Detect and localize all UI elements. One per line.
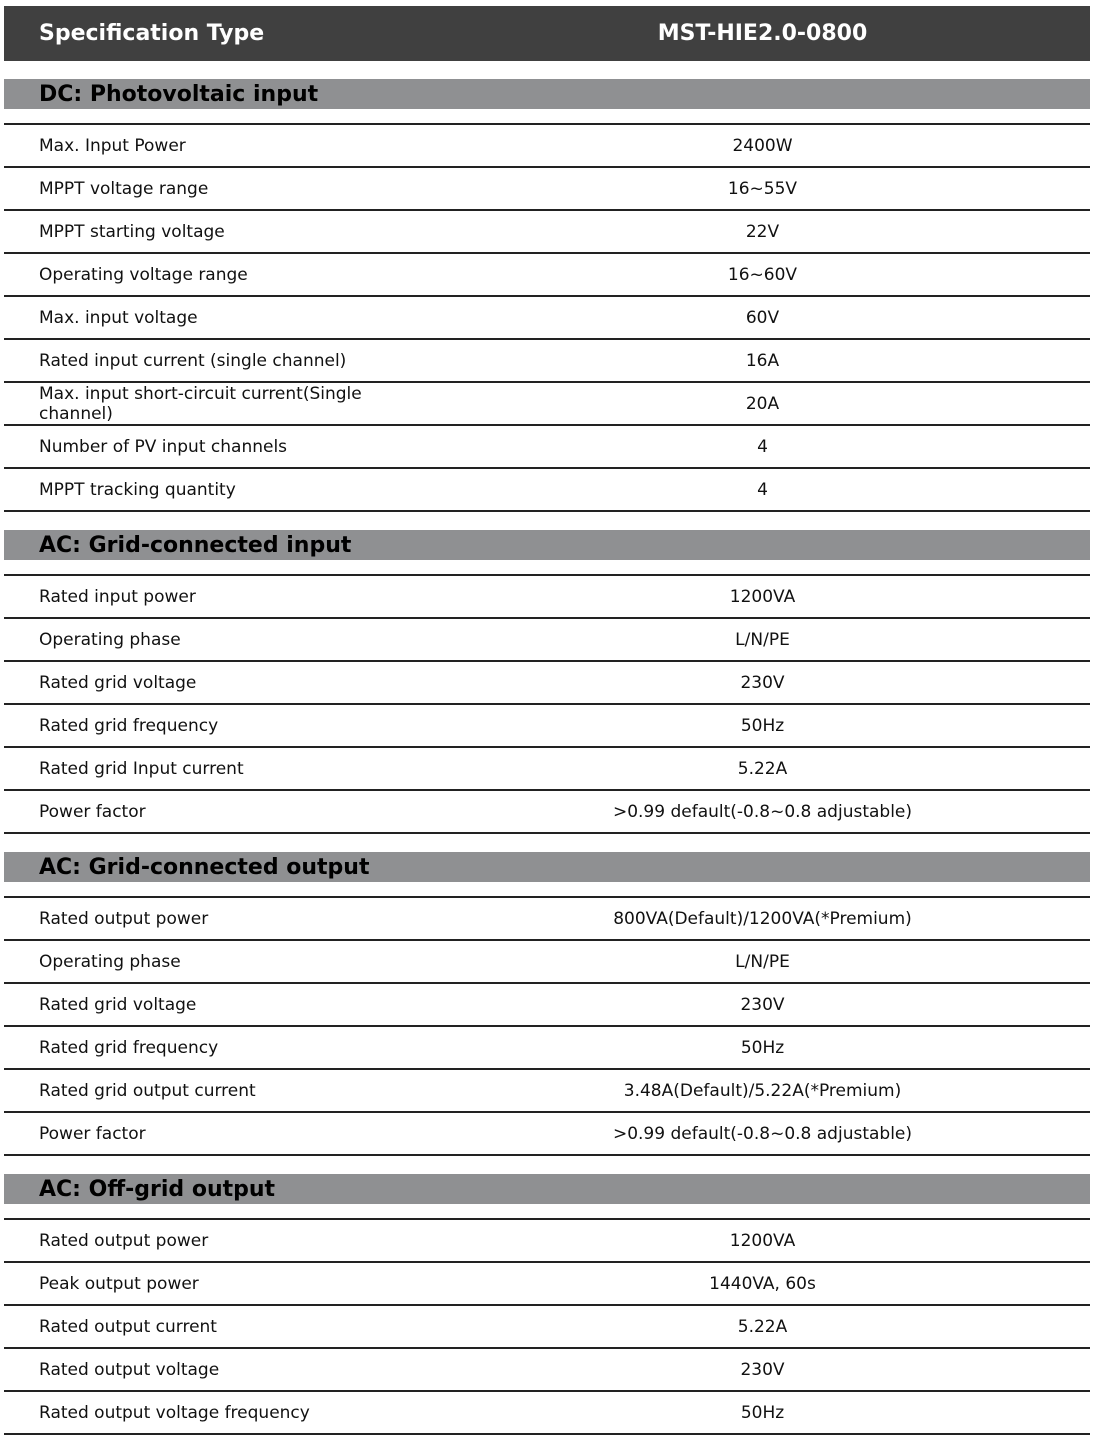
spec-label: Peak output power xyxy=(39,1273,199,1294)
table-row: Rated output voltage 230V xyxy=(4,1349,1090,1392)
spec-label: Operating voltage range xyxy=(39,264,248,285)
spec-value: 22V xyxy=(745,221,780,242)
spec-value: 16~55V xyxy=(727,178,798,199)
table-row: MPPT starting voltage 22V xyxy=(4,211,1090,254)
spec-label: Max. input short-circuit current(Single … xyxy=(39,383,362,424)
table-row: Rated grid voltage 230V xyxy=(4,662,1090,705)
spec-label: Rated grid frequency xyxy=(39,715,219,736)
section-rows: Rated output power 800VA(Default)/1200VA(… xyxy=(4,896,1090,1156)
table-row: Max. input short-circuit current(Single … xyxy=(4,383,1090,426)
spec-value: 5.22A xyxy=(737,758,788,779)
table-row: Rated output power 800VA(Default)/1200VA(… xyxy=(4,898,1090,941)
spec-label: Max. Input Power xyxy=(39,135,186,156)
spec-value: 4 xyxy=(757,436,768,457)
spec-table: Specification Type MST-HIE2.0-0800 DC: P… xyxy=(4,6,1090,1435)
table-row: Rated output current 5.22A xyxy=(4,1306,1090,1349)
table-row: Operating phase L/N/PE xyxy=(4,619,1090,662)
spec-value: 1440VA, 60s xyxy=(709,1273,816,1294)
spec-label: Rated output power xyxy=(39,908,209,929)
spec-value: 1200VA xyxy=(729,1230,796,1251)
spec-value: 16A xyxy=(745,350,780,371)
spec-label: Rated output voltage frequency xyxy=(39,1402,310,1423)
header-model: MST-HIE2.0-0800 xyxy=(657,21,868,46)
spec-value: >0.99 default(-0.8~0.8 adjustable) xyxy=(612,801,913,822)
spec-label: MPPT starting voltage xyxy=(39,221,225,242)
table-row: Rated grid frequency 50Hz xyxy=(4,1027,1090,1070)
table-row: Rated input power 1200VA xyxy=(4,576,1090,619)
section-header: AC: Grid-connected input xyxy=(4,530,1090,560)
spec-value: 230V xyxy=(740,672,785,693)
spec-label: Operating phase xyxy=(39,951,181,972)
spec-label: Rated output power xyxy=(39,1230,209,1251)
spec-value: L/N/PE xyxy=(735,629,790,650)
table-header: Specification Type MST-HIE2.0-0800 xyxy=(4,6,1090,61)
spec-label: Operating phase xyxy=(39,629,181,650)
spec-label: Rated input current (single channel) xyxy=(39,350,347,371)
spec-label: MPPT voltage range xyxy=(39,178,209,199)
table-row: Rated grid voltage 230V xyxy=(4,984,1090,1027)
spec-value: 50Hz xyxy=(740,1402,785,1423)
table-row: Power factor >0.99 default(-0.8~0.8 adjus… xyxy=(4,1113,1090,1156)
table-row: Rated output voltage frequency 50Hz xyxy=(4,1392,1090,1435)
spec-value: 50Hz xyxy=(740,715,785,736)
table-row: Power factor >0.99 default(-0.8~0.8 adjus… xyxy=(4,791,1090,834)
table-row: Rated grid output current 3.48A(Default)/… xyxy=(4,1070,1090,1113)
table-row: Rated grid Input current 5.22A xyxy=(4,748,1090,791)
spec-label: Max. input voltage xyxy=(39,307,198,328)
spec-value: 230V xyxy=(740,1359,785,1380)
spec-value: 2400W xyxy=(732,135,793,156)
section-rows: Max. Input Power 2400W MPPT voltage range 1… xyxy=(4,123,1090,512)
section-header: DC: Photovoltaic input xyxy=(4,79,1090,109)
spec-value: 50Hz xyxy=(740,1037,785,1058)
spec-label: Power factor xyxy=(39,801,146,822)
spec-label: Rated output current xyxy=(39,1316,217,1337)
spec-label: Rated grid voltage xyxy=(39,672,197,693)
spec-label: Rated grid Input current xyxy=(39,758,244,779)
spec-label: Rated output voltage xyxy=(39,1359,220,1380)
header-label: Specification Type xyxy=(39,21,265,46)
spec-label: Rated grid frequency xyxy=(39,1037,219,1058)
spec-label: Rated grid output current xyxy=(39,1080,256,1101)
spec-value: >0.99 default(-0.8~0.8 adjustable) xyxy=(612,1123,913,1144)
table-row: MPPT voltage range 16~55V xyxy=(4,168,1090,211)
spec-value: 1200VA xyxy=(729,586,796,607)
spec-value: 20A xyxy=(745,393,780,414)
table-row: Operating phase L/N/PE xyxy=(4,941,1090,984)
table-row: Max. input voltage 60V xyxy=(4,297,1090,340)
spec-value: 800VA(Default)/1200VA(*Premium) xyxy=(613,908,912,929)
spec-value: 3.48A(Default)/5.22A(*Premium) xyxy=(623,1080,902,1101)
table-row: Peak output power 1440VA, 60s xyxy=(4,1263,1090,1306)
spec-value: 16~60V xyxy=(727,264,798,285)
section-rows: Rated output power 1200VA Peak output powe… xyxy=(4,1218,1090,1435)
spec-label: MPPT tracking quantity xyxy=(39,479,236,500)
section-rows: Rated input power 1200VA Operating phase L/… xyxy=(4,574,1090,834)
spec-label: Power factor xyxy=(39,1123,146,1144)
table-row: Rated input current (single channel) 16A xyxy=(4,340,1090,383)
section-header: AC: Grid-connected output xyxy=(4,852,1090,882)
spec-value: 4 xyxy=(757,479,768,500)
section-header: AC: Off-grid output xyxy=(4,1174,1090,1204)
spec-label: Rated input power xyxy=(39,586,196,607)
spec-value: 5.22A xyxy=(737,1316,788,1337)
spec-label: Rated grid voltage xyxy=(39,994,197,1015)
spec-value: 230V xyxy=(740,994,785,1015)
table-row: Rated output power 1200VA xyxy=(4,1220,1090,1263)
spec-value: L/N/PE xyxy=(735,951,790,972)
table-row: MPPT tracking quantity 4 xyxy=(4,469,1090,512)
table-row: Operating voltage range 16~60V xyxy=(4,254,1090,297)
table-row: Max. Input Power 2400W xyxy=(4,125,1090,168)
table-row: Number of PV input channels 4 xyxy=(4,426,1090,469)
spec-value: 60V xyxy=(745,307,780,328)
table-row: Rated grid frequency 50Hz xyxy=(4,705,1090,748)
spec-label: Number of PV input channels xyxy=(39,436,288,457)
